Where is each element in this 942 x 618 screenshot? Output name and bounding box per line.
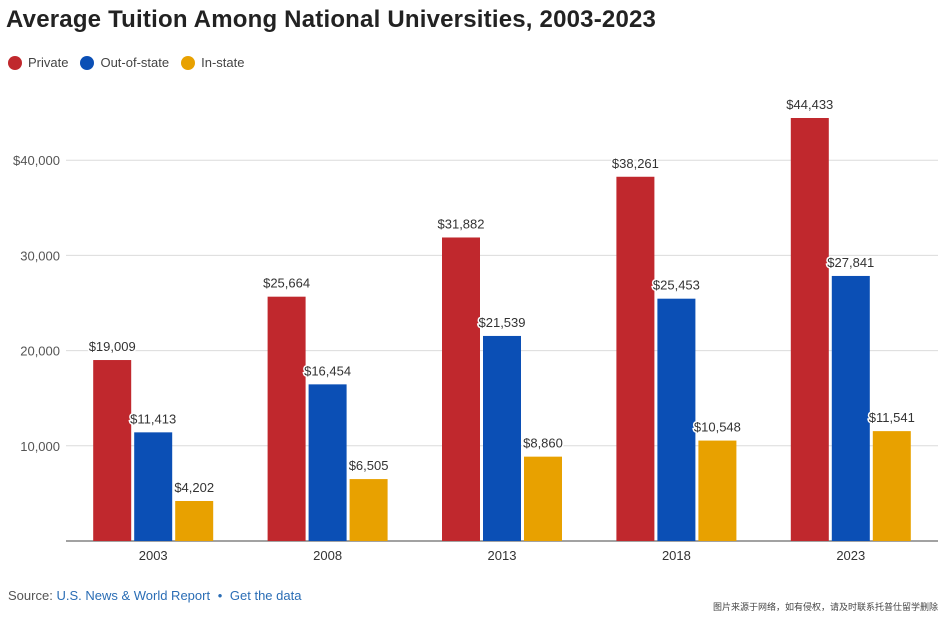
legend-item-private: Private bbox=[8, 55, 68, 70]
bar-private-2023 bbox=[790, 117, 829, 542]
y-tick-label: 10,000 bbox=[20, 439, 60, 454]
bar-private-2013 bbox=[442, 237, 480, 542]
legend-item-in-state: In-state bbox=[181, 55, 244, 70]
bar-in-state-2003 bbox=[175, 500, 214, 541]
data-label-private-2023: $44,433 bbox=[786, 97, 833, 112]
bar-in-state-2013 bbox=[524, 456, 562, 541]
get-data-link[interactable]: Get the data bbox=[229, 588, 302, 603]
legend: Private Out-of-state In-state bbox=[8, 55, 256, 70]
data-label-out-of-state-2013: $21,539 bbox=[479, 315, 526, 330]
legend-swatch-in-state bbox=[181, 55, 196, 70]
y-tick-label: $40,000 bbox=[13, 153, 60, 168]
data-label-out-of-state-2008: $16,454 bbox=[304, 363, 351, 378]
data-label-private-2008: $25,664 bbox=[263, 276, 310, 291]
legend-label-private: Private bbox=[28, 55, 69, 70]
source-separator: • bbox=[217, 588, 223, 603]
bar-out-of-state-2023 bbox=[831, 275, 870, 541]
bar-private-2008 bbox=[267, 296, 306, 541]
data-label-private-2003: $19,009 bbox=[89, 339, 136, 354]
bar-in-state-2018 bbox=[698, 440, 737, 541]
bar-out-of-state-2003 bbox=[134, 432, 173, 541]
data-label-out-of-state-2023: $27,841 bbox=[827, 255, 874, 270]
source-prefix: Source: bbox=[8, 588, 53, 603]
data-label-in-state-2013: $8,860 bbox=[523, 436, 563, 451]
data-label-private-2013: $31,882 bbox=[438, 216, 485, 231]
bar-out-of-state-2013 bbox=[483, 335, 521, 541]
bar-in-state-2023 bbox=[872, 431, 911, 541]
bar-out-of-state-2018 bbox=[657, 298, 696, 541]
data-label-in-state-2018: $10,548 bbox=[694, 420, 741, 435]
bar-private-2003 bbox=[93, 360, 132, 541]
x-tick-label: 2008 bbox=[313, 548, 342, 563]
legend-label-out-of-state: Out-of-state bbox=[100, 55, 170, 70]
x-tick-label: 2023 bbox=[836, 548, 865, 563]
legend-label-in-state: In-state bbox=[201, 55, 245, 70]
bar-out-of-state-2008 bbox=[308, 384, 347, 541]
source-link[interactable]: U.S. News & World Report bbox=[56, 588, 211, 603]
y-tick-label: 30,000 bbox=[20, 248, 60, 263]
data-label-in-state-2008: $6,505 bbox=[349, 458, 389, 473]
x-tick-label: 2013 bbox=[488, 548, 517, 563]
legend-swatch-out-of-state bbox=[80, 55, 95, 70]
data-label-out-of-state-2018: $25,453 bbox=[653, 278, 700, 293]
watermark-text: 图片来源于网络，如有侵权，请及时联系托普仕留学删除 bbox=[712, 602, 938, 612]
bar-private-2018 bbox=[616, 176, 655, 541]
x-tick-label: 2018 bbox=[662, 548, 691, 563]
chart-title: Average Tuition Among National Universit… bbox=[6, 6, 657, 33]
source-footer: Source: U.S. News & World Report • Get t… bbox=[8, 588, 301, 603]
legend-item-out-of-state: Out-of-state bbox=[80, 55, 169, 70]
legend-swatch-private bbox=[8, 55, 22, 70]
data-label-out-of-state-2003: $11,413 bbox=[130, 411, 176, 426]
y-tick-label: 20,000 bbox=[20, 344, 60, 359]
bar-in-state-2008 bbox=[349, 479, 388, 541]
data-label-private-2018: $38,261 bbox=[612, 156, 659, 171]
data-label-in-state-2023: $11,541 bbox=[869, 410, 915, 425]
x-tick-label: 2003 bbox=[139, 548, 168, 563]
data-label-in-state-2003: $4,202 bbox=[174, 480, 214, 495]
